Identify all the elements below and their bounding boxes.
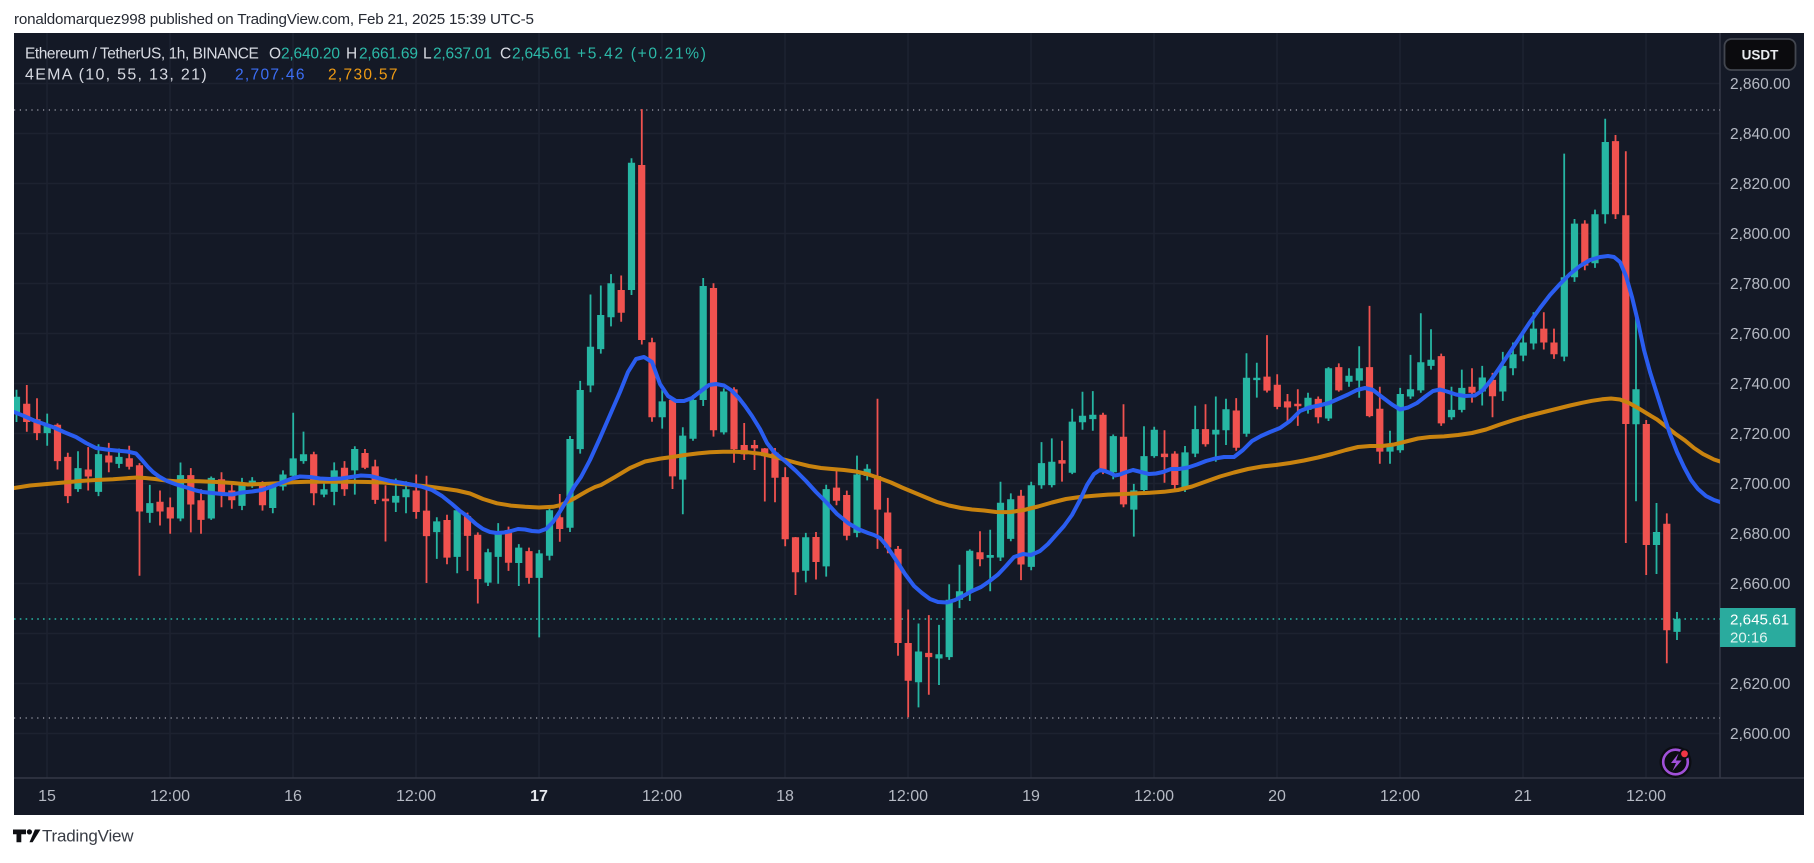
svg-text:19: 19 bbox=[1022, 788, 1040, 805]
svg-text:2,820.00: 2,820.00 bbox=[1730, 176, 1791, 193]
svg-text:O: O bbox=[269, 46, 281, 63]
svg-text:20: 20 bbox=[1268, 788, 1286, 805]
svg-text:2,707.46: 2,707.46 bbox=[235, 67, 306, 84]
svg-text:20:16: 20:16 bbox=[1730, 630, 1768, 647]
svg-text:ronaldomarquez998 published on: ronaldomarquez998 published on TradingVi… bbox=[14, 11, 534, 28]
svg-text:17: 17 bbox=[530, 788, 548, 805]
svg-text:12:00: 12:00 bbox=[642, 788, 682, 805]
svg-text:2,780.00: 2,780.00 bbox=[1730, 276, 1791, 293]
svg-text:H: H bbox=[346, 46, 357, 63]
svg-text:4EMA (10, 55, 13, 21): 4EMA (10, 55, 13, 21) bbox=[25, 67, 208, 84]
svg-text:2,637.01: 2,637.01 bbox=[433, 46, 492, 63]
svg-text:+5.42 (+0.21%): +5.42 (+0.21%) bbox=[577, 46, 708, 63]
svg-text:2,600.00: 2,600.00 bbox=[1730, 726, 1791, 743]
svg-text:2,620.00: 2,620.00 bbox=[1730, 676, 1791, 693]
svg-text:2,680.00: 2,680.00 bbox=[1730, 526, 1791, 543]
svg-text:2,800.00: 2,800.00 bbox=[1730, 226, 1791, 243]
svg-text:12:00: 12:00 bbox=[1380, 788, 1420, 805]
svg-text:2,760.00: 2,760.00 bbox=[1730, 326, 1791, 343]
svg-text:21: 21 bbox=[1514, 788, 1532, 805]
svg-text:2,860.00: 2,860.00 bbox=[1730, 76, 1791, 93]
svg-text:2,645.61: 2,645.61 bbox=[1730, 612, 1789, 629]
svg-text:12:00: 12:00 bbox=[1134, 788, 1174, 805]
svg-text:2,640.20: 2,640.20 bbox=[281, 46, 340, 63]
svg-text:L: L bbox=[423, 46, 432, 63]
svg-text:2,661.69: 2,661.69 bbox=[359, 46, 418, 63]
svg-text:12:00: 12:00 bbox=[396, 788, 436, 805]
svg-text:12:00: 12:00 bbox=[888, 788, 928, 805]
svg-text:2,840.00: 2,840.00 bbox=[1730, 126, 1791, 143]
svg-text:2,660.00: 2,660.00 bbox=[1730, 576, 1791, 593]
svg-text:2,740.00: 2,740.00 bbox=[1730, 376, 1791, 393]
svg-text:TradingView: TradingView bbox=[42, 827, 134, 846]
svg-text:18: 18 bbox=[776, 788, 794, 805]
svg-text:15: 15 bbox=[38, 788, 56, 805]
svg-text:Ethereum / TetherUS, 1h, BINAN: Ethereum / TetherUS, 1h, BINANCE bbox=[25, 46, 259, 63]
svg-text:2,645.61: 2,645.61 bbox=[512, 46, 571, 63]
svg-text:12:00: 12:00 bbox=[1626, 788, 1666, 805]
svg-text:USDT: USDT bbox=[1742, 48, 1780, 63]
svg-text:12:00: 12:00 bbox=[150, 788, 190, 805]
svg-text:2,730.57: 2,730.57 bbox=[328, 67, 399, 84]
svg-text:C: C bbox=[500, 46, 511, 63]
svg-text:2,700.00: 2,700.00 bbox=[1730, 476, 1791, 493]
svg-text:16: 16 bbox=[284, 788, 302, 805]
svg-text:2,720.00: 2,720.00 bbox=[1730, 426, 1791, 443]
